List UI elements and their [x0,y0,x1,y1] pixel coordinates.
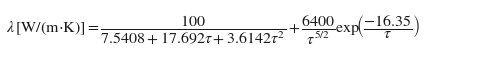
Text: $\lambda\,[\mathrm{W/(m{\cdot}K)}] = \dfrac{100}{7.5408+17.692\tau+3.6142\tau^2}: $\lambda\,[\mathrm{W/(m{\cdot}K)}] = \df… [6,14,420,46]
